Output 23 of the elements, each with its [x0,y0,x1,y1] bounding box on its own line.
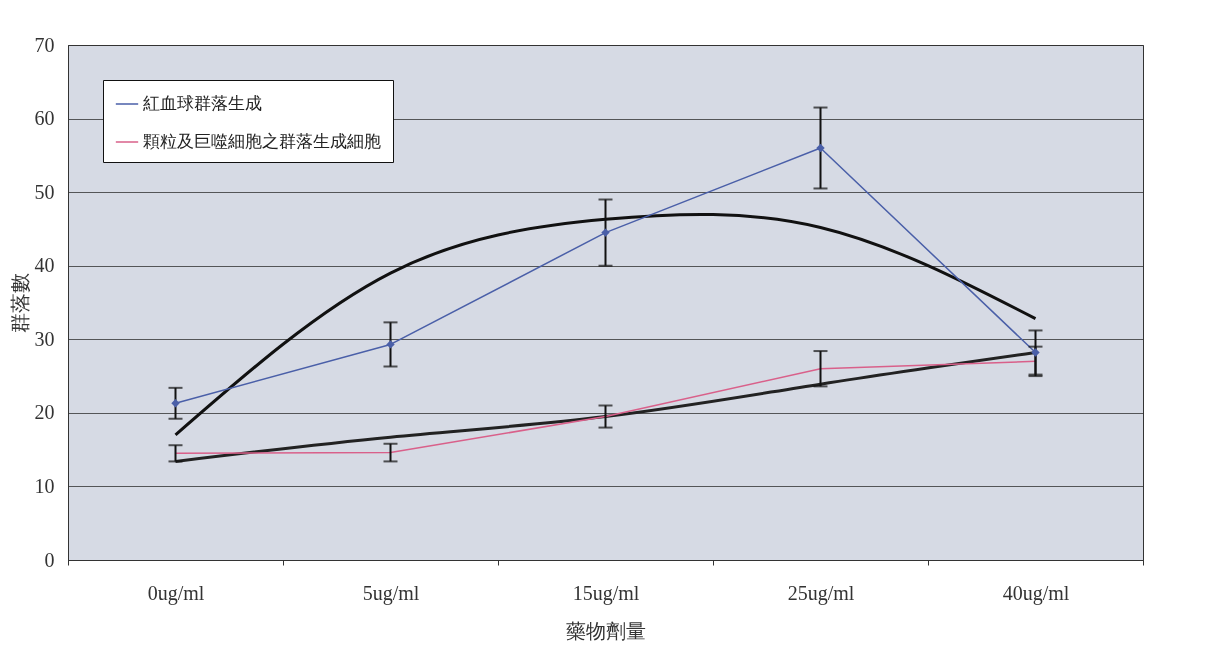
x-axis-title: 藥物劑量 [566,619,646,642]
y-axis-title: 群落數 [8,273,31,333]
y-tick-label: 20 [34,401,55,424]
point [601,228,610,237]
x-tick-label: 0ug/ml [147,581,205,605]
y-tick-label: 0 [44,548,55,571]
y-tick-label: 50 [34,180,55,203]
y-tick-label: 70 [34,33,55,56]
x-tick-label: 25ug/ml [787,581,855,605]
x-tick-label: 15ug/ml [572,581,640,605]
point [1031,348,1040,357]
y-tick-label: 30 [34,327,55,350]
x-tick-label: 40ug/ml [1002,581,1070,605]
point [386,340,395,349]
point [816,143,825,153]
y-tick-label: 40 [34,254,55,277]
y-tick-label: 60 [34,107,55,130]
legend-label: 紅血球群落生成 [143,94,262,113]
x-tick-label: 5ug/ml [362,581,420,605]
legend-label: 顆粒及巨噬細胞之群落生成細胞 [143,132,381,151]
line-series [174,360,1037,455]
y-tick-label: 10 [34,474,55,497]
point [171,399,180,408]
